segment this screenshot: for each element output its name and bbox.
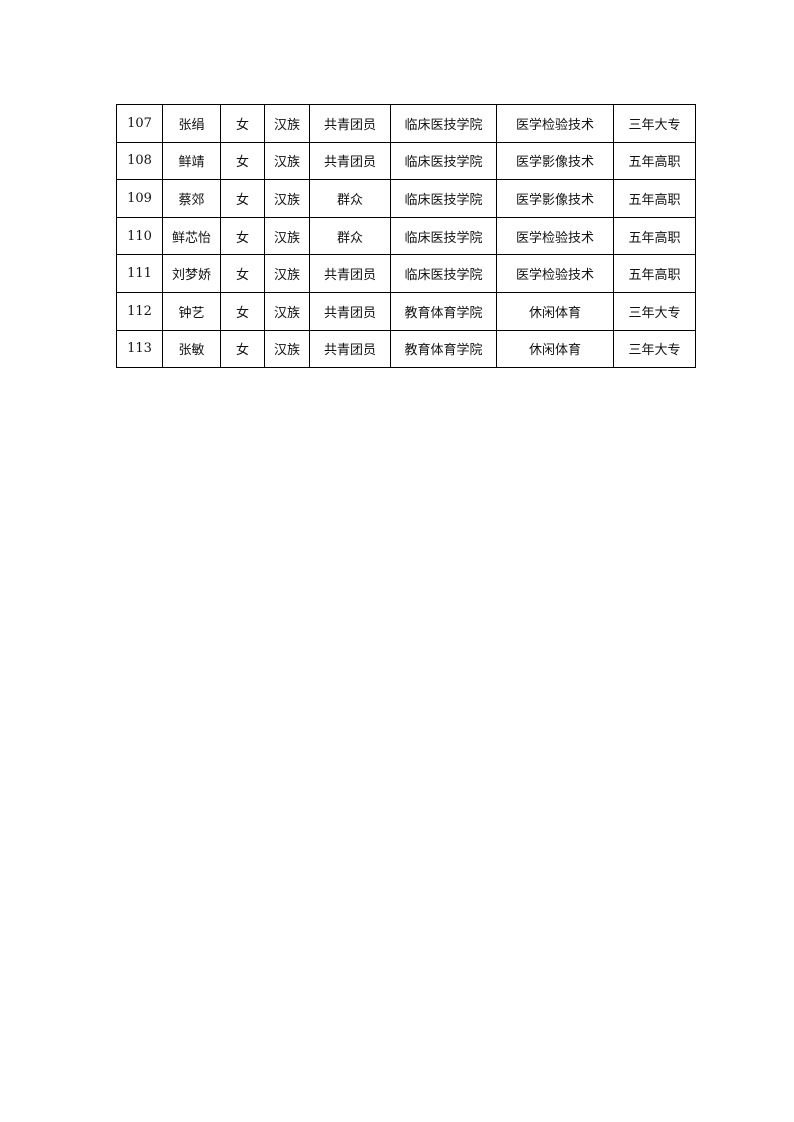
cell-college: 临床医技学院	[390, 104, 497, 143]
cell-gender: 女	[220, 104, 265, 143]
cell-number: 108	[116, 141, 163, 181]
cell-ethnicity: 汉族	[264, 104, 310, 143]
cell-program: 三年大专	[613, 329, 696, 369]
cell-political-status: 共青团员	[309, 329, 391, 369]
cell-ethnicity: 汉族	[264, 141, 310, 181]
cell-ethnicity: 汉族	[264, 291, 310, 331]
cell-college: 临床医技学院	[390, 216, 497, 256]
cell-college: 教育体育学院	[390, 329, 497, 369]
cell-political-status: 共青团员	[309, 104, 391, 143]
cell-name: 鲜靖	[162, 141, 221, 181]
table-row: 108 鲜靖女汉族 共青团员 临床医技学院 医学影像技术 五年高职	[116, 141, 696, 181]
cell-number: 111	[116, 254, 163, 293]
cell-program: 五年高职	[613, 216, 696, 256]
cell-gender: 女	[220, 216, 265, 256]
cell-number: 107	[116, 104, 163, 143]
cell-ethnicity: 汉族	[264, 179, 310, 218]
cell-name: 刘梦娇	[162, 254, 221, 293]
cell-major: 医学检验技术	[496, 104, 614, 143]
table-row: 110 鲜芯怡女汉族 群众 临床医技学院 医学检验技术 五年高职	[116, 216, 696, 256]
table-row: 107 张绢女汉族 共青团员 临床医技学院 医学检验技术 三年大专	[116, 104, 696, 143]
student-table: 107 张绢女汉族 共青团员 临床医技学院 医学检验技术 三年大专 108 鲜靖女汉族 共青团员…	[116, 104, 696, 369]
cell-program: 五年高职	[613, 141, 696, 181]
cell-program: 五年高职	[613, 179, 696, 218]
cell-major: 医学检验技术	[496, 216, 614, 256]
cell-program: 三年大专	[613, 104, 696, 143]
cell-gender: 女	[220, 141, 265, 181]
cell-political-status: 共青团员	[309, 254, 391, 293]
table-row: 109 蔡郊女汉族 群众 临床医技学院 医学影像技术 五年高职	[116, 179, 696, 218]
cell-college: 临床医技学院	[390, 141, 497, 181]
cell-political-status: 群众	[309, 179, 391, 218]
cell-gender: 女	[220, 291, 265, 331]
table-row: 113 张敏女汉族 共青团员 教育体育学院 休闲体育 三年大专	[116, 329, 696, 369]
table-row: 112 钟艺女汉族 共青团员 教育体育学院 休闲体育 三年大专	[116, 291, 696, 331]
cell-number: 110	[116, 216, 163, 256]
cell-gender: 女	[220, 329, 265, 369]
cell-college: 临床医技学院	[390, 179, 497, 218]
table-row: 111 刘梦娇女汉族 共青团员 临床医技学院 医学检验技术 五年高职	[116, 254, 696, 293]
cell-number: 109	[116, 179, 163, 218]
cell-college: 教育体育学院	[390, 291, 497, 331]
cell-program: 五年高职	[613, 254, 696, 293]
cell-gender: 女	[220, 179, 265, 218]
cell-political-status: 共青团员	[309, 141, 391, 181]
cell-ethnicity: 汉族	[264, 216, 310, 256]
cell-name: 张敏	[162, 329, 221, 369]
cell-name: 钟艺	[162, 291, 221, 331]
cell-political-status: 群众	[309, 216, 391, 256]
cell-name: 鲜芯怡	[162, 216, 221, 256]
cell-major: 休闲体育	[496, 329, 614, 369]
cell-gender: 女	[220, 254, 265, 293]
cell-college: 临床医技学院	[390, 254, 497, 293]
cell-major: 医学检验技术	[496, 254, 614, 293]
cell-program: 三年大专	[613, 291, 696, 331]
cell-major: 医学影像技术	[496, 141, 614, 181]
cell-number: 112	[116, 291, 163, 331]
cell-major: 医学影像技术	[496, 179, 614, 218]
cell-ethnicity: 汉族	[264, 254, 310, 293]
cell-ethnicity: 汉族	[264, 329, 310, 369]
cell-major: 休闲体育	[496, 291, 614, 331]
cell-name: 张绢	[162, 104, 221, 143]
cell-number: 113	[116, 329, 163, 369]
cell-political-status: 共青团员	[309, 291, 391, 331]
cell-name: 蔡郊	[162, 179, 221, 218]
